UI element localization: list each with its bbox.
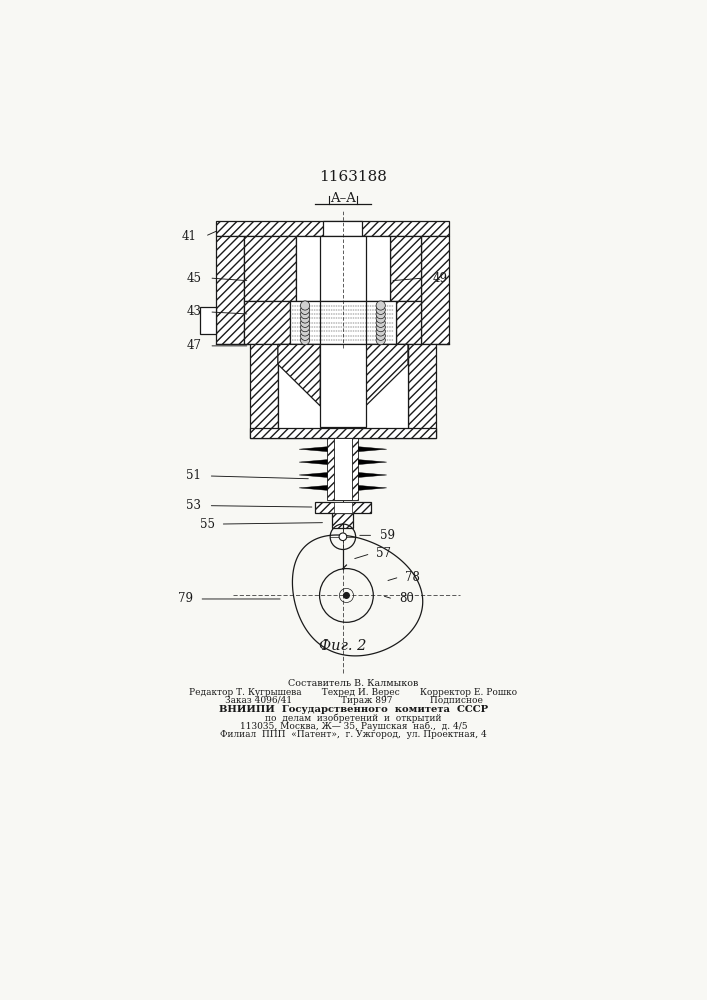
Text: 80: 80 (399, 592, 414, 605)
Bar (408, 344, 436, 438)
Polygon shape (299, 460, 327, 465)
Bar (320, 236, 366, 301)
Bar (250, 344, 278, 438)
Text: 59: 59 (380, 529, 395, 542)
Text: 49: 49 (432, 272, 448, 285)
Text: 45: 45 (186, 272, 201, 285)
Bar (244, 236, 296, 301)
Circle shape (300, 323, 310, 332)
Text: Филиал  ППП  «Патент»,  г. Ужгород,  ул. Проектная, 4: Филиал ППП «Патент», г. Ужгород, ул. Про… (220, 730, 487, 739)
Text: Фиг. 2: Фиг. 2 (319, 639, 367, 653)
Circle shape (376, 318, 385, 327)
Polygon shape (358, 460, 387, 465)
Circle shape (300, 327, 310, 336)
Text: 41: 41 (182, 230, 197, 243)
Circle shape (300, 310, 310, 319)
Bar (320, 301, 366, 344)
Bar (216, 236, 244, 344)
Circle shape (376, 310, 385, 319)
Polygon shape (299, 473, 327, 477)
Circle shape (376, 336, 385, 345)
Bar (421, 236, 449, 344)
Circle shape (344, 593, 349, 598)
Circle shape (339, 533, 346, 541)
Bar (390, 236, 421, 301)
Bar (278, 344, 408, 438)
Bar (216, 221, 449, 236)
Text: 57: 57 (376, 547, 392, 560)
Circle shape (376, 327, 385, 336)
Bar (327, 438, 358, 500)
Text: A–A: A–A (330, 192, 356, 205)
Bar (323, 221, 362, 236)
Text: 53: 53 (186, 499, 201, 512)
Text: 47: 47 (186, 339, 201, 352)
Bar (200, 307, 216, 334)
Bar (396, 301, 421, 344)
Circle shape (300, 305, 310, 314)
Polygon shape (358, 447, 387, 452)
Circle shape (300, 331, 310, 340)
Polygon shape (358, 485, 387, 490)
Circle shape (376, 323, 385, 332)
Text: 113035, Москва, Ж— 35, Раушская  наб.,  д. 4/5: 113035, Москва, Ж— 35, Раушская наб., д.… (240, 721, 467, 731)
Text: 78: 78 (404, 571, 420, 584)
Text: Заказ 4096/41                 Тираж 897             Подписное: Заказ 4096/41 Тираж 897 Подписное (225, 696, 482, 705)
Bar (250, 428, 436, 438)
Bar (296, 236, 390, 301)
Circle shape (376, 314, 385, 323)
Text: 79: 79 (178, 592, 194, 605)
Bar (320, 344, 366, 427)
Polygon shape (299, 447, 327, 452)
Bar (290, 301, 396, 344)
Text: Составитель В. Калмыков: Составитель В. Калмыков (288, 679, 419, 688)
Circle shape (300, 336, 310, 345)
Text: 43: 43 (186, 305, 201, 318)
Text: по  делам  изобретений  и  открытий: по делам изобретений и открытий (265, 713, 442, 723)
Circle shape (376, 301, 385, 310)
Polygon shape (299, 485, 327, 490)
Polygon shape (366, 344, 408, 406)
Bar (332, 513, 354, 528)
Text: Редактор Т. Кугрышева       Техред И. Верес       Корректор Е. Рошко: Редактор Т. Кугрышева Техред И. Верес Ко… (189, 688, 518, 697)
Text: 1163188: 1163188 (320, 170, 387, 184)
Text: 51: 51 (186, 469, 201, 482)
Circle shape (300, 314, 310, 323)
Bar (315, 502, 371, 513)
Circle shape (300, 301, 310, 310)
Circle shape (376, 305, 385, 314)
Polygon shape (358, 473, 387, 477)
Text: ВНИИПИ  Государственного  комитета  СССР: ВНИИПИ Государственного комитета СССР (219, 705, 488, 714)
Bar (334, 502, 352, 513)
Polygon shape (278, 344, 320, 406)
Circle shape (376, 331, 385, 340)
Circle shape (300, 318, 310, 327)
Text: 55: 55 (200, 518, 216, 531)
Bar (244, 301, 290, 344)
Bar (334, 438, 352, 500)
